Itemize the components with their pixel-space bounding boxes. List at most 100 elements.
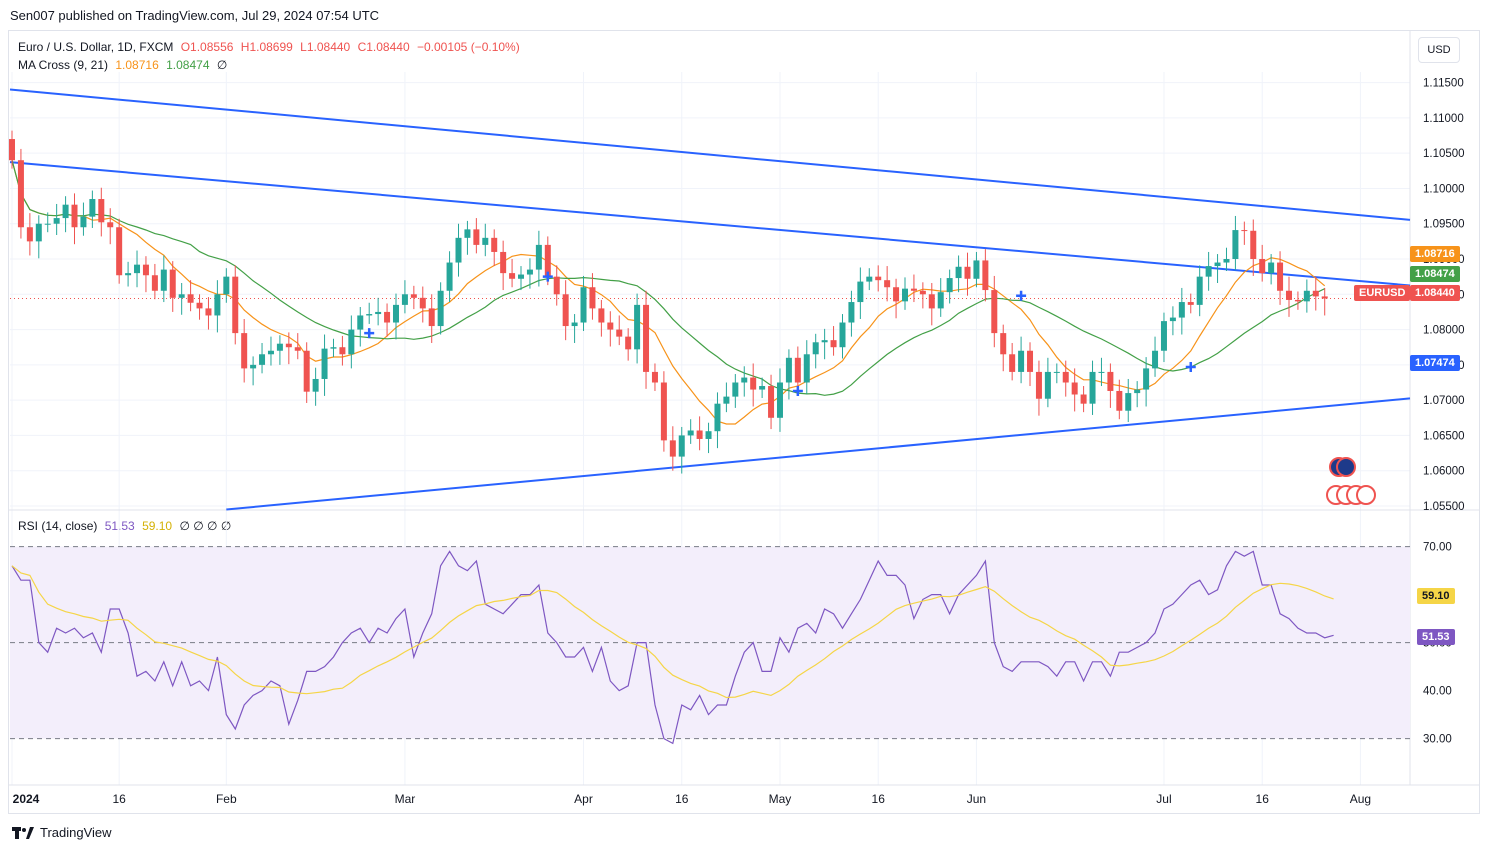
- candle-up: [803, 354, 810, 383]
- candle-up: [44, 223, 51, 225]
- currency-button[interactable]: USD: [1418, 37, 1460, 63]
- candle-down: [196, 302, 203, 309]
- candle-down: [17, 160, 24, 228]
- candle-up: [330, 347, 337, 349]
- us-flag-icon[interactable]: [1356, 485, 1376, 505]
- candle-up: [1214, 262, 1221, 267]
- time-tick-label: Aug: [1350, 792, 1371, 806]
- candle-down: [1321, 296, 1328, 299]
- candle-up: [946, 278, 953, 293]
- candle-down: [651, 371, 658, 383]
- candle-down: [660, 382, 667, 441]
- chart-frame: [8, 30, 1480, 814]
- price-tick-label: 1.07000: [1423, 395, 1465, 407]
- candle-up: [1196, 276, 1203, 305]
- price-tick-label: 1.05500: [1423, 501, 1465, 513]
- candle-down: [169, 269, 176, 298]
- candle-up: [223, 276, 230, 295]
- candle-down: [303, 350, 310, 392]
- candle-up: [857, 281, 864, 303]
- candle-down: [107, 222, 114, 228]
- candle-down: [1116, 390, 1123, 411]
- candle-down: [1107, 371, 1114, 391]
- candle-down: [607, 322, 614, 330]
- candle-up: [125, 273, 132, 276]
- candle-down: [1000, 333, 1007, 355]
- candle-up: [973, 260, 980, 279]
- ma-slow-tag: 1.08474: [1410, 266, 1460, 282]
- ma-cross-marker: [792, 385, 803, 396]
- candle-up: [250, 364, 257, 369]
- candle-down: [1187, 302, 1194, 305]
- time-tick-label: Mar: [395, 792, 416, 806]
- ma-label: MA Cross (9, 21): [18, 58, 109, 72]
- candle-up: [1018, 350, 1025, 372]
- ma-cross-marker: [364, 328, 375, 339]
- candle-up: [634, 304, 641, 350]
- candle-down: [982, 260, 989, 291]
- price-tag: 1.08440: [1410, 285, 1460, 301]
- candle-up: [821, 340, 828, 343]
- candle-up: [1303, 290, 1310, 302]
- candle-down: [598, 308, 605, 323]
- time-tick-label: 16: [675, 792, 689, 806]
- candle-up: [535, 244, 542, 270]
- candle-down: [616, 329, 623, 337]
- event-flags-icon[interactable]: [1326, 455, 1386, 510]
- candle-down: [410, 294, 417, 298]
- candle-down: [1071, 382, 1078, 395]
- open-value: O1.08556: [180, 40, 234, 54]
- candle-down: [1241, 230, 1248, 232]
- candle-down: [643, 304, 650, 372]
- candle-up: [321, 348, 328, 379]
- change-value: −0.00105 (−0.10%): [416, 40, 520, 54]
- candle-up: [1223, 259, 1230, 263]
- candle-down: [562, 294, 569, 327]
- footer-brand[interactable]: TradingView: [12, 825, 112, 840]
- candle-up: [1089, 371, 1096, 404]
- candle-down: [26, 227, 33, 242]
- candle-down: [9, 139, 15, 161]
- candle-up: [1053, 371, 1060, 373]
- close-value: C1.08440: [357, 40, 410, 54]
- candle-down: [241, 333, 248, 369]
- price-tick-label: 1.11500: [1423, 78, 1464, 90]
- symbol-tag: EURUSD: [1354, 285, 1411, 301]
- candle-down: [419, 297, 426, 309]
- ma-legend[interactable]: MA Cross (9, 21) 1.08716 1.08474 ∅: [18, 58, 231, 72]
- published-header: Sen007 published on TradingView.com, Jul…: [10, 8, 380, 23]
- candle-down: [71, 204, 78, 228]
- candle-up: [839, 322, 846, 348]
- eu-flag-icon[interactable]: [1336, 457, 1356, 477]
- candle-up: [732, 382, 739, 397]
- ma-slow-line: [11, 160, 1325, 396]
- candle-up: [705, 431, 712, 439]
- candle-down: [491, 237, 498, 252]
- candle-down: [553, 276, 560, 295]
- candle-down: [151, 275, 158, 291]
- candle-up: [518, 274, 525, 279]
- candle-down: [1062, 371, 1069, 383]
- candle-up: [812, 342, 819, 355]
- rsi-legend[interactable]: RSI (14, close) 51.53 59.10 ∅ ∅ ∅ ∅: [18, 519, 235, 533]
- candle-up: [776, 382, 783, 418]
- ma-fast-value: 1.08716: [115, 58, 159, 72]
- candle-down: [205, 308, 212, 316]
- candle-up: [1160, 321, 1167, 351]
- ma-slow-value: 1.08474: [166, 58, 210, 72]
- rsi-ma-value: 59.10: [142, 519, 173, 533]
- rsi-label: RSI (14, close): [18, 519, 98, 533]
- candle-up: [392, 304, 399, 323]
- candle-down: [1312, 290, 1319, 297]
- candle-up: [902, 288, 908, 302]
- brand-name: TradingView: [40, 825, 112, 840]
- low-value: L1.08440: [300, 40, 351, 54]
- ma-cross-tag: 1.07474: [1410, 355, 1460, 371]
- candle-up: [687, 430, 694, 436]
- symbol-legend[interactable]: Euro / U.S. Dollar, 1D, FXCM O1.08556 H1…: [18, 40, 524, 54]
- price-tick-label: 1.08000: [1423, 325, 1465, 337]
- candle-down: [294, 347, 301, 351]
- candle-down: [1035, 371, 1042, 399]
- candle-up: [267, 350, 274, 355]
